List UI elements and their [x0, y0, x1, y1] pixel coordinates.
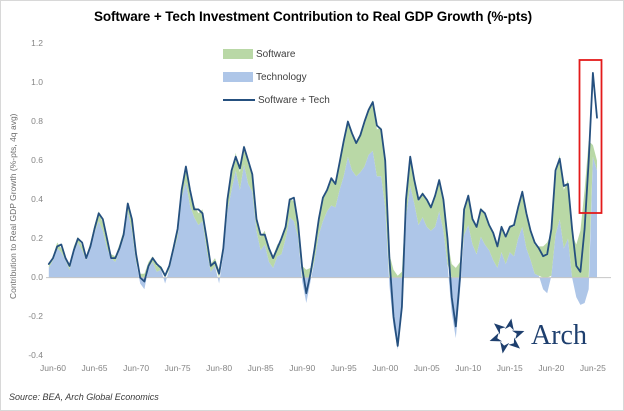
- y-tick-label: 0.2: [31, 233, 43, 244]
- logo-blade: [508, 337, 521, 349]
- legend-item-software: Software: [223, 47, 330, 61]
- x-tick-label: Jun-05: [413, 363, 440, 373]
- legend-label-software: Software: [256, 48, 296, 60]
- legend-item-technology: Technology: [223, 70, 330, 84]
- chart-title: Software + Tech Investment Contribution …: [93, 9, 533, 24]
- x-tick-label: Jun-60: [40, 363, 66, 373]
- logo-blade: [504, 318, 514, 331]
- x-tick-label: Jun-75: [164, 363, 191, 373]
- y-tick-label: 1.2: [31, 38, 43, 49]
- legend-item-total: Software + Tech: [223, 93, 330, 107]
- logo-blade: [511, 330, 525, 340]
- x-tick-label: Jun-00: [372, 363, 399, 373]
- logo-blade: [500, 341, 510, 354]
- total-line-swatch: [223, 99, 255, 101]
- highlight-box-annotation: [578, 59, 603, 214]
- software-area-swatch: [223, 49, 253, 59]
- y-tick-label: -0.2: [28, 311, 43, 322]
- y-tick-label: 0.6: [31, 155, 43, 166]
- technology-area: [48, 150, 598, 350]
- y-axis-title: Contribution to Real GDP Growth (%-pts, …: [8, 113, 18, 299]
- legend-label-total: Software + Tech: [258, 94, 330, 106]
- x-tick-label: Jun-10: [455, 363, 482, 373]
- y-tick-label: 0.0: [31, 272, 43, 283]
- y-tick-label: 0.8: [31, 116, 43, 127]
- x-tick-label: Jun-20: [538, 363, 565, 373]
- legend-label-technology: Technology: [256, 71, 307, 83]
- y-tick-label: 0.4: [31, 194, 43, 205]
- y-tick-label: 1.0: [31, 77, 43, 88]
- x-tick-label: Jun-25: [579, 363, 606, 373]
- x-tick-label: Jun-85: [247, 363, 274, 373]
- arch-logo: Arch: [487, 314, 587, 358]
- x-tick-label: Jun-90: [289, 363, 316, 373]
- software-area: [48, 100, 598, 278]
- arch-logo-text: Arch: [531, 320, 587, 351]
- x-tick-label: Jun-15: [496, 363, 523, 373]
- logo-blade: [489, 332, 503, 342]
- legend: Software Technology Software + Tech: [223, 47, 330, 107]
- software-plus-tech-line: [47, 72, 598, 347]
- logo-blade: [493, 323, 506, 335]
- y-tick-label: -0.4: [28, 350, 43, 361]
- source-note: Source: BEA, Arch Global Economics: [9, 392, 159, 402]
- arch-logo-icon: [489, 318, 525, 354]
- x-tick-label: Jun-70: [123, 363, 150, 373]
- x-tick-label: Jun-80: [206, 363, 233, 373]
- x-tick-label: Jun-95: [330, 363, 357, 373]
- x-tick-label: Jun-65: [81, 363, 108, 373]
- technology-area-swatch: [223, 72, 253, 82]
